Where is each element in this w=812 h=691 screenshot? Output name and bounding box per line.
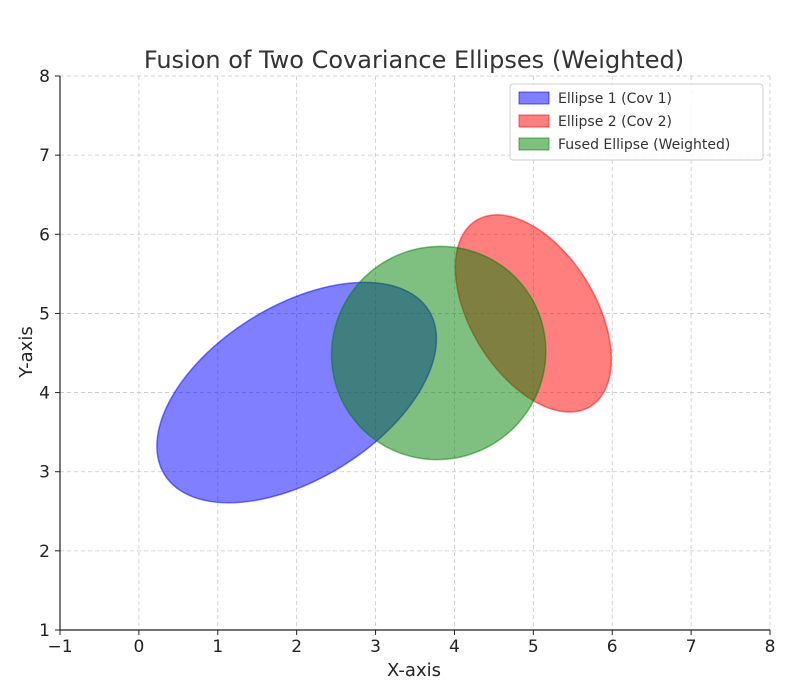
legend-swatch-3 bbox=[518, 137, 550, 151]
legend-label-3: Fused Ellipse (Weighted) bbox=[558, 137, 730, 153]
ellipse-3 bbox=[330, 245, 547, 461]
x-tick-label: 0 bbox=[133, 637, 144, 657]
x-tick-label: 6 bbox=[607, 637, 618, 657]
axes bbox=[59, 76, 770, 631]
x-tick-label: 3 bbox=[370, 637, 381, 657]
y-tick-label: 6 bbox=[39, 225, 50, 245]
x-axis-label: X-axis bbox=[387, 660, 441, 681]
y-tick-label: 5 bbox=[39, 304, 50, 324]
y-axis-label: Y-axis bbox=[16, 326, 37, 378]
chart-title: Fusion of Two Covariance Ellipses (Weigh… bbox=[144, 46, 684, 74]
y-tick-label: 8 bbox=[39, 67, 50, 87]
y-tick-label: 3 bbox=[39, 463, 50, 483]
legend-swatch-2 bbox=[518, 114, 550, 128]
x-tick-label: 4 bbox=[449, 637, 460, 657]
y-tick-label: 2 bbox=[39, 542, 50, 562]
legend-label-1: Ellipse 1 (Cov 1) bbox=[558, 91, 672, 107]
legend-box bbox=[509, 83, 764, 161]
x-tick-label: 2 bbox=[291, 637, 302, 657]
legend-label-2: Ellipse 2 (Cov 2) bbox=[558, 114, 672, 130]
legend: Ellipse 1 (Cov 1) Ellipse 2 (Cov 2) Fused … bbox=[509, 83, 764, 161]
y-tick-label: 7 bbox=[39, 146, 50, 166]
ticks: −1 0 1 2 3 4 5 6 7 8 1 2 3 4 5 6 7 8 bbox=[39, 67, 775, 657]
y-tick-label: 4 bbox=[39, 384, 50, 404]
x-tick-label: 5 bbox=[528, 637, 539, 657]
ellipses bbox=[156, 214, 613, 504]
legend-swatch-1 bbox=[518, 91, 550, 105]
x-tick-label: −1 bbox=[47, 637, 72, 657]
y-tick-label: 1 bbox=[39, 621, 50, 641]
x-tick-label: 7 bbox=[686, 637, 697, 657]
x-tick-label: 1 bbox=[212, 637, 223, 657]
x-tick-label: 8 bbox=[765, 637, 776, 657]
